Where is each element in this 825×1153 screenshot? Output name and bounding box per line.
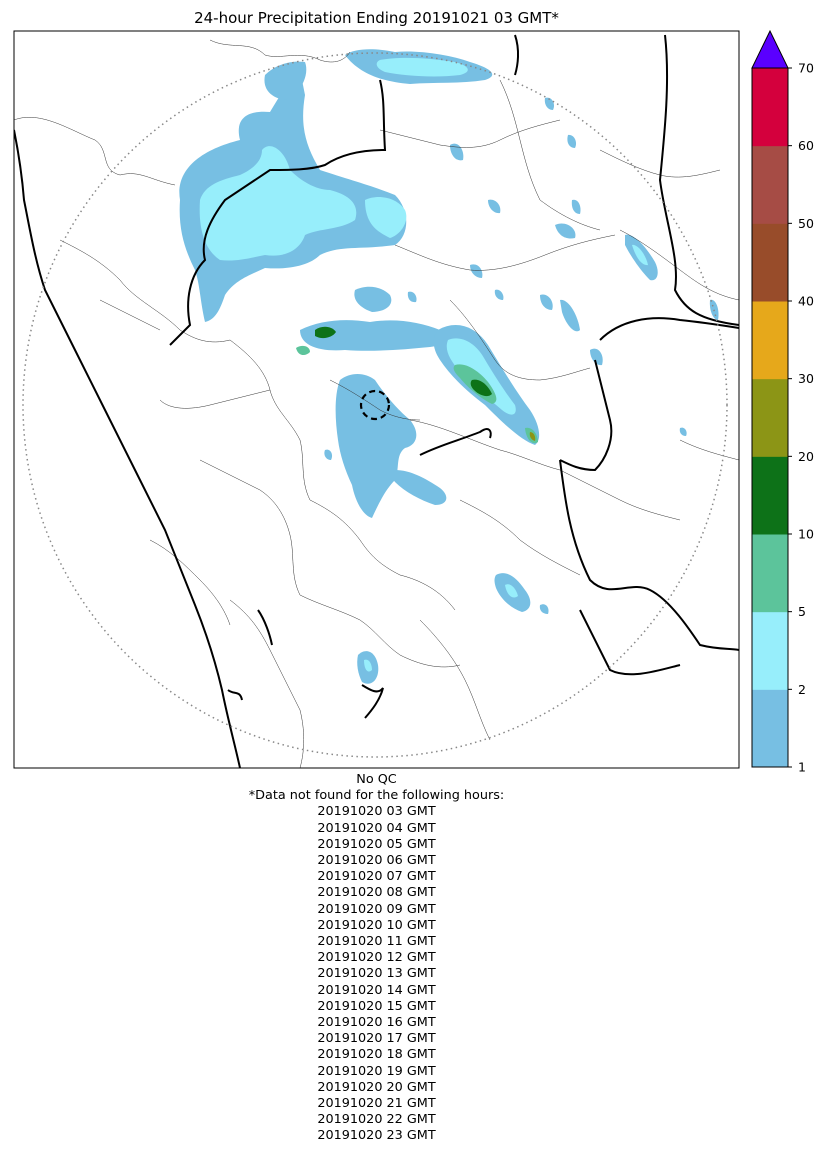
precip-area [505,584,518,598]
missing-hour-item: 20191020 13 GMT [317,966,436,982]
precip-area [494,289,504,300]
precip-area [540,294,553,310]
radar-range-ring [22,52,728,758]
missing-hour-item: 20191020 22 GMT [317,1112,436,1128]
precip-area [488,199,501,214]
colorbar-tick-label: 1 [798,760,806,775]
colorbar-tick-label: 10 [798,527,814,542]
colorbar-tick-label: 50 [798,216,814,231]
colorbar-bin [752,456,788,535]
missing-hour-item: 20191020 17 GMT [317,1031,436,1047]
precip-area [315,326,336,339]
precip-area [544,97,555,110]
coastline [14,129,241,768]
colorbar-extend-triangle [751,29,789,69]
missing-hours-list: 20191020 03 GMT 20191020 04 GMT 20191020 0… [14,804,739,1144]
colorbar-tick-label: 30 [798,371,814,386]
precip-area [364,659,372,672]
missing-hour-item: 20191020 03 GMT [317,804,436,820]
missing-hour-item: 20191020 09 GMT [317,901,436,917]
missing-hour-item: 20191020 12 GMT [317,950,436,966]
precip-area [264,61,307,100]
precip-area [590,348,603,366]
precip-area [407,291,417,303]
colorbar-tick-label: 20 [798,449,814,464]
colorbar-bin [752,223,788,302]
precip-area [555,223,576,239]
missing-hour-item: 20191020 19 GMT [317,1063,436,1079]
precip-area [354,286,392,312]
radar-site-marker [359,389,391,421]
missing-hour-item: 20191020 11 GMT [317,934,436,950]
qc-status: No QC [356,772,397,787]
precip-area [324,449,333,460]
chart-title: 24-hour Precipitation Ending 20191021 03… [194,9,559,27]
footer-notes: No QC *Data not found for the following … [14,772,739,1145]
state-boundaries [14,34,739,768]
missing-hour-item: 20191020 04 GMT [317,820,436,836]
missing-hour-item: 20191020 15 GMT [317,998,436,1014]
missing-hour-item: 20191020 18 GMT [317,1047,436,1063]
precip-area [539,604,549,614]
precip-area [567,134,577,148]
colorbar-tick-label: 2 [798,682,806,697]
missing-hour-item: 20191020 08 GMT [317,885,436,901]
precip-area [199,146,357,261]
precip-area [300,320,446,351]
colorbar-bin [752,145,788,224]
colorbar-frame [751,67,789,768]
precip-area [470,379,492,397]
colorbar-bin [752,301,788,380]
colorbar-bin [752,534,788,613]
missing-hour-item: 20191020 23 GMT [317,1128,436,1144]
missing-hour-item: 20191020 14 GMT [317,982,436,998]
missing-hour-item: 20191020 05 GMT [317,836,436,852]
precip-area [709,299,719,320]
colorbar-tick-label: 5 [798,604,806,619]
colorbar-bin [752,68,788,147]
precip-area [679,427,687,436]
colorbar-tick-label: 60 [798,138,814,153]
missing-data-header: *Data not found for the following hours: [248,788,505,804]
missing-hour-item: 20191020 06 GMT [317,853,436,869]
missing-hour-item: 20191020 20 GMT [317,1079,436,1095]
precip-area [376,57,468,77]
precipitation-areas [179,49,719,684]
precip-area [296,345,310,356]
missing-hour-item: 20191020 10 GMT [317,917,436,933]
colorbar-bin [752,689,788,768]
map-frame [13,30,740,769]
precip-area [365,197,407,238]
precip-area [560,299,580,332]
precip-area [335,374,417,518]
precip-area [529,432,536,441]
missing-hour-item: 20191020 07 GMT [317,869,436,885]
precip-area [571,199,581,214]
colorbar-tick-label: 70 [798,61,814,76]
missing-hour-item: 20191020 16 GMT [317,1015,436,1031]
district-boundaries [14,39,739,768]
colorbar-bin [752,378,788,457]
precip-area [632,244,648,266]
colorbar-tick-label: 40 [798,294,814,309]
missing-hour-item: 20191020 21 GMT [317,1096,436,1112]
precip-area [391,470,447,505]
precip-area [470,264,483,278]
colorbar-bin [752,611,788,690]
precip-area [450,143,464,161]
